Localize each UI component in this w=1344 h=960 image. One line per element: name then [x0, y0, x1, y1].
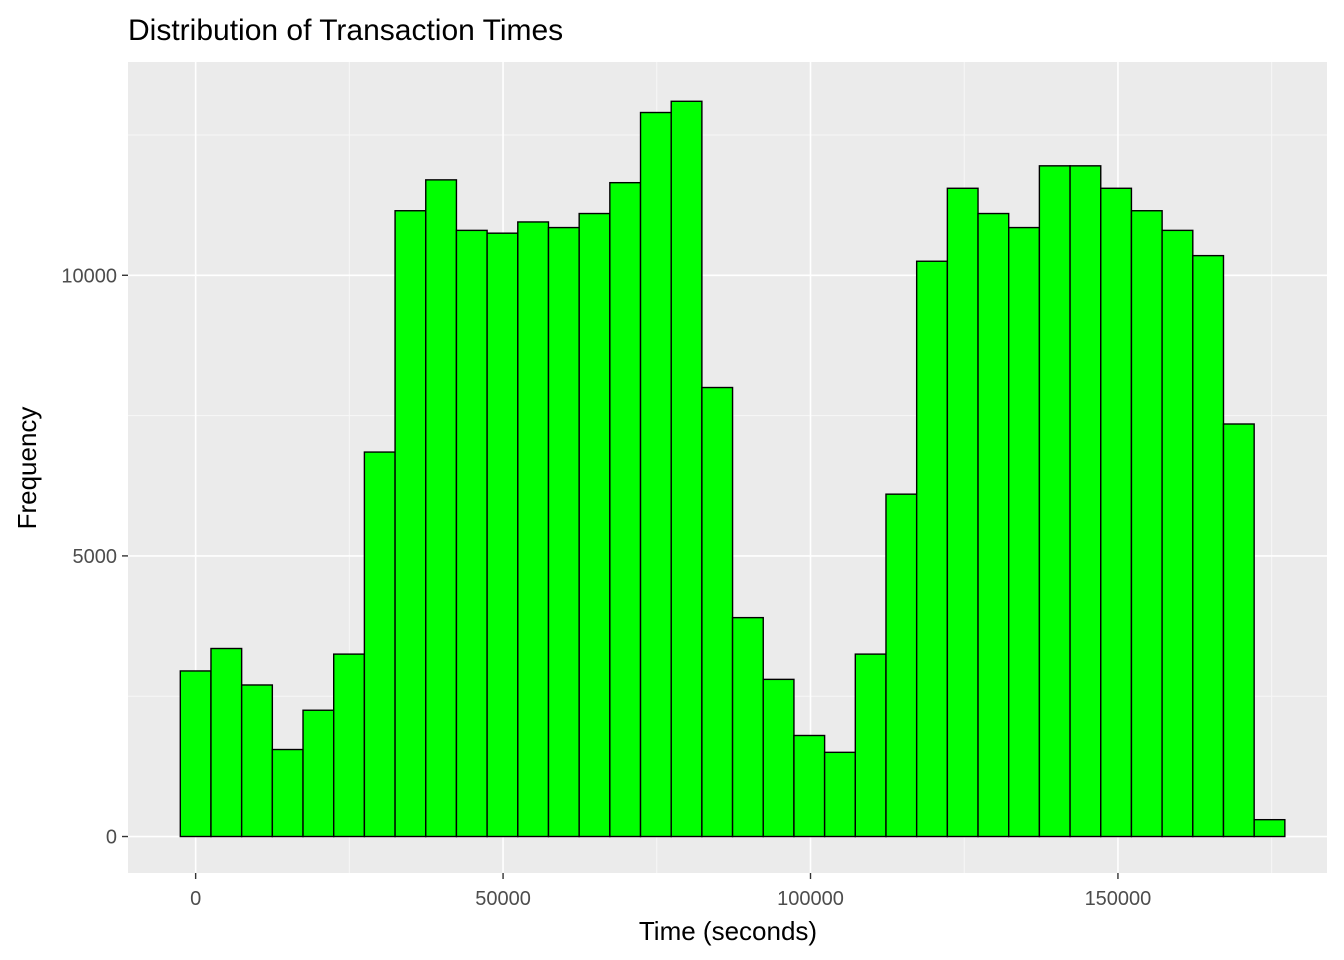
histogram-bar [333, 653, 366, 838]
histogram-bar [639, 111, 672, 838]
y-tick-label: 10000 [61, 265, 117, 287]
histogram-bar [1008, 226, 1041, 838]
histogram-bar [946, 187, 979, 838]
histogram-bar [271, 748, 304, 838]
chart-title: Distribution of Transaction Times [128, 14, 563, 47]
histogram-bar [1161, 229, 1194, 838]
y-axis-title: Frequency [12, 407, 42, 530]
histogram-bars [179, 100, 1286, 838]
histogram-bar [425, 179, 458, 838]
histogram-bar [915, 260, 949, 838]
histogram-bar [1222, 423, 1255, 838]
histogram-bar [1069, 165, 1102, 838]
y-axis: 0 5000 10000 [61, 265, 128, 849]
histogram-bar [578, 212, 611, 838]
histogram-bar [179, 670, 212, 838]
histogram-bar [240, 684, 274, 838]
histogram-bar [731, 616, 764, 838]
histogram-bar [486, 232, 519, 838]
histogram-bar [885, 493, 918, 838]
histogram-bar [762, 678, 795, 838]
histogram-bar [394, 210, 427, 838]
histogram-bar [1100, 187, 1133, 838]
histogram-bar [1038, 165, 1071, 838]
x-axis: 0 50000 100000 150000 [190, 873, 1151, 910]
histogram-bar [302, 709, 335, 838]
histogram-bar [854, 653, 887, 838]
x-tick-label: 100000 [777, 888, 844, 910]
histogram-bar [823, 751, 857, 838]
x-tick-label: 150000 [1085, 888, 1152, 910]
histogram-bar [517, 221, 550, 838]
y-tick-label: 5000 [73, 546, 118, 568]
histogram-bar [977, 212, 1010, 838]
histogram-bar [793, 734, 826, 838]
y-tick-label: 0 [106, 827, 117, 849]
x-tick-label: 0 [190, 888, 201, 910]
histogram-bar [670, 100, 703, 838]
histogram-bar [609, 181, 642, 838]
x-axis-title: Time (seconds) [639, 916, 817, 946]
histogram-bar [547, 226, 580, 838]
histogram-bar [701, 386, 734, 838]
histogram-bar [1130, 210, 1163, 838]
histogram-bar [1253, 818, 1286, 838]
histogram-bar [363, 451, 396, 838]
histogram-bar [455, 229, 488, 838]
histogram-bar [1192, 254, 1225, 838]
x-tick-label: 50000 [475, 888, 531, 910]
histogram-bar [210, 647, 243, 838]
